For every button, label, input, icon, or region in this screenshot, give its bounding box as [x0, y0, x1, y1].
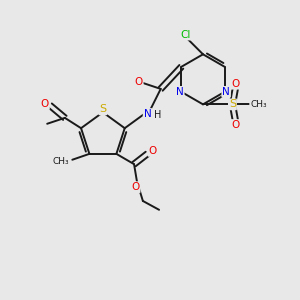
Text: O: O: [41, 99, 49, 109]
Text: Cl: Cl: [180, 30, 190, 40]
Text: CH₃: CH₃: [53, 157, 69, 166]
Text: O: O: [231, 120, 239, 130]
Text: N: N: [144, 109, 151, 119]
Text: H: H: [154, 110, 161, 120]
Text: CH₃: CH₃: [250, 100, 267, 109]
Text: S: S: [99, 104, 106, 114]
Text: O: O: [231, 79, 239, 89]
Text: O: O: [148, 146, 157, 156]
Text: N: N: [222, 87, 230, 97]
Text: O: O: [131, 182, 140, 192]
Text: N: N: [176, 87, 184, 97]
Text: S: S: [229, 99, 236, 110]
Text: O: O: [134, 76, 143, 86]
